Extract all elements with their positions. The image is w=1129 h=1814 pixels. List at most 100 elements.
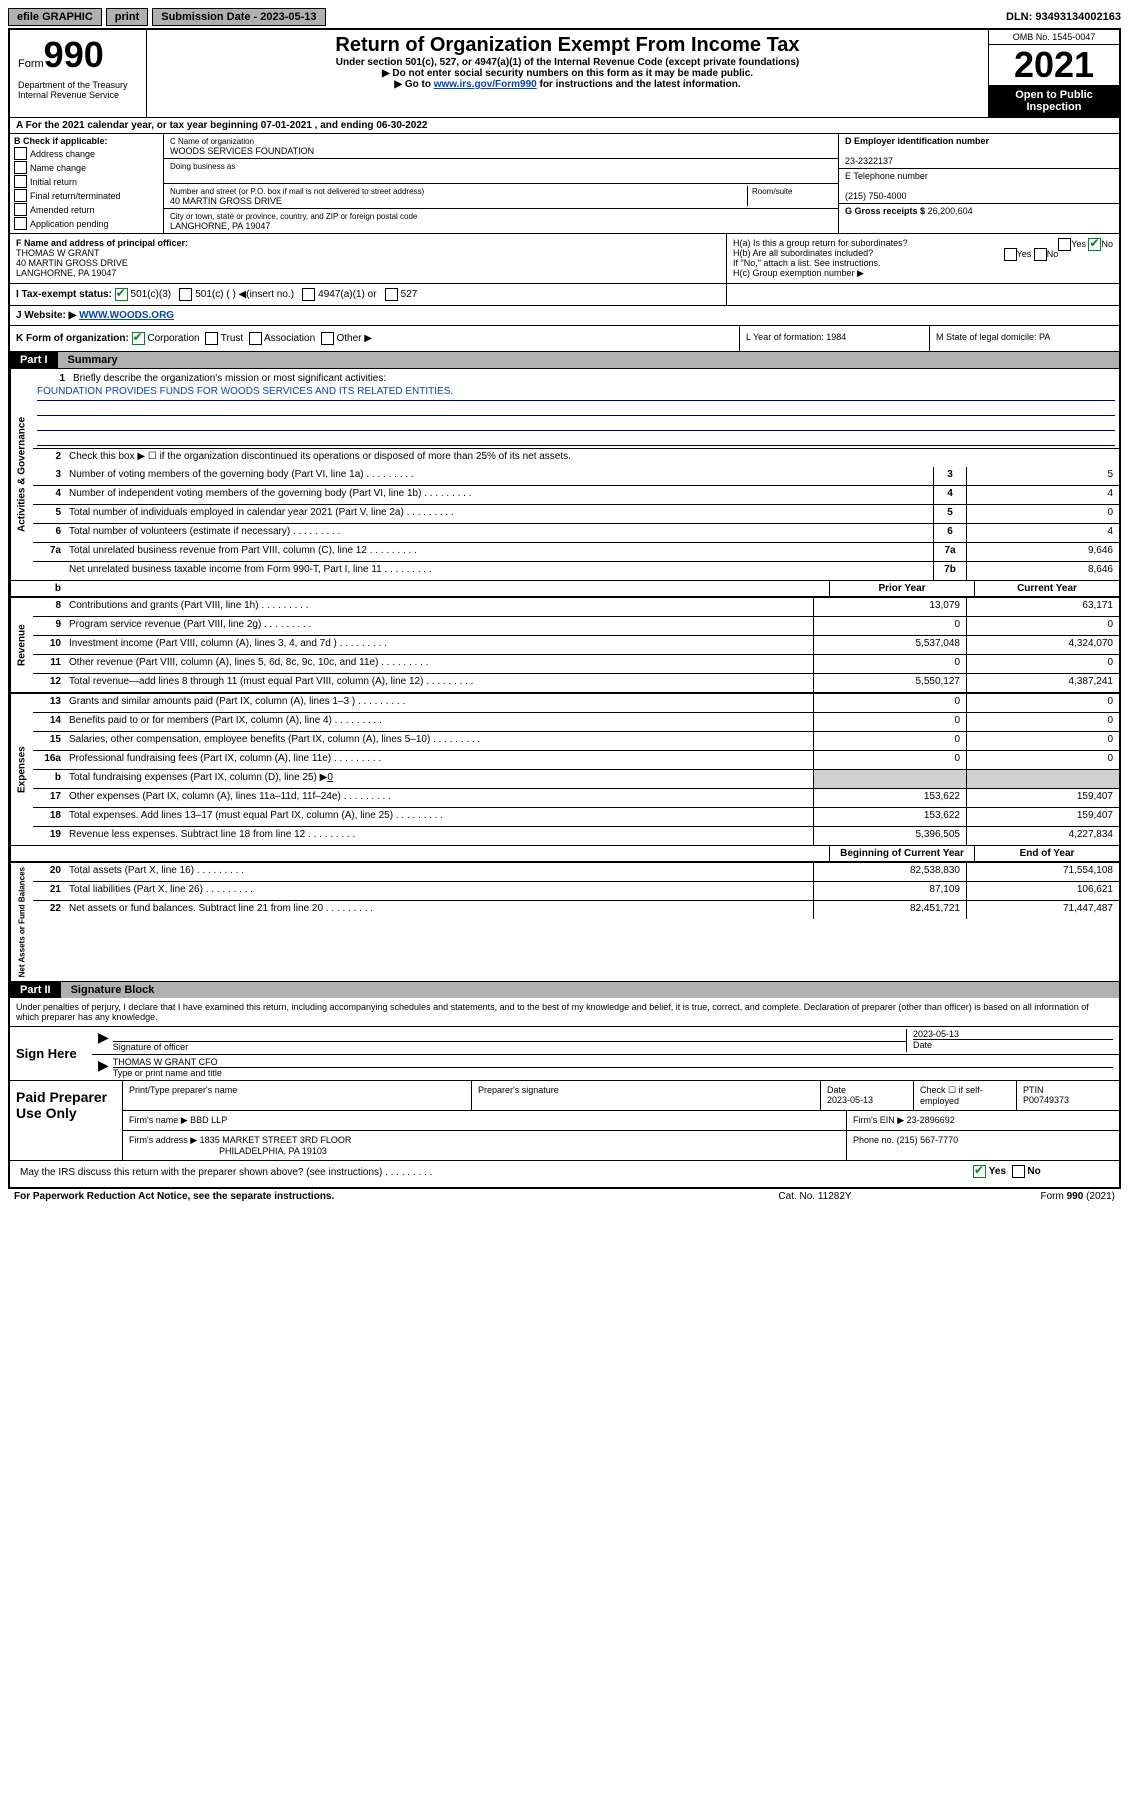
title-cell: Return of Organization Exempt From Incom… [147, 30, 989, 117]
may-discuss-line: May the IRS discuss this return with the… [10, 1161, 1119, 1187]
table-row: 8 Contributions and grants (Part VIII, l… [33, 598, 1119, 617]
ruled-line [37, 401, 1115, 416]
table-row: 14 Benefits paid to or for members (Part… [33, 713, 1119, 732]
checkbox-icon[interactable] [132, 332, 145, 345]
table-row: 13 Grants and similar amounts paid (Part… [33, 694, 1119, 713]
checkbox-icon[interactable] [249, 332, 262, 345]
checkbox-icon[interactable] [179, 288, 192, 301]
h-column: H(a) Is this a group return for subordin… [727, 234, 1119, 283]
b-item: Initial return [14, 175, 159, 188]
part2-title: Signature Block [61, 982, 1119, 998]
checkbox-icon[interactable] [115, 288, 128, 301]
checkbox-icon[interactable] [14, 147, 27, 160]
topbar: efile GRAPHIC print Submission Date - 20… [8, 8, 1121, 26]
part1-title: Summary [58, 352, 1119, 368]
d-tel: E Telephone number(215) 750-4000 [839, 169, 1119, 204]
prior-current-header: b Prior Year Current Year [10, 581, 1119, 597]
prior-year-header: Prior Year [829, 581, 974, 596]
firm-name-line: Firm's name ▶ BBD LLP Firm's EIN ▶ 23-28… [123, 1111, 1119, 1131]
checkbox-icon[interactable] [14, 161, 27, 174]
f-column: F Name and address of principal officer:… [10, 234, 727, 283]
end-year-header: End of Year [974, 846, 1119, 861]
begin-end-header: Beginning of Current Year End of Year [10, 846, 1119, 862]
checkbox-icon[interactable] [14, 189, 27, 202]
table-row: 17 Other expenses (Part IX, column (A), … [33, 789, 1119, 808]
submission-date-label: Submission Date - 2023-05-13 [152, 8, 325, 26]
row-fh: F Name and address of principal officer:… [10, 234, 1119, 284]
checkbox-icon[interactable] [973, 1165, 986, 1178]
checkbox-icon[interactable] [321, 332, 334, 345]
checkbox-icon[interactable] [1004, 248, 1017, 261]
checkbox-icon[interactable] [14, 175, 27, 188]
arrow-icon: ▶ [98, 1029, 109, 1052]
c-addr: Number and street (or P.O. box if mail i… [164, 184, 838, 209]
governance-side-label: Activities & Governance [10, 369, 33, 580]
tax-year: 2021 [989, 45, 1119, 85]
d-ein: D Employer identification number23-23221… [839, 134, 1119, 169]
header-row: Form990 Department of the Treasury Inter… [10, 30, 1119, 118]
checkbox-icon[interactable] [205, 332, 218, 345]
table-row: 7a Total unrelated business revenue from… [33, 543, 1119, 562]
part2-header: Part II Signature Block [10, 982, 1119, 998]
checkbox-icon[interactable] [385, 288, 398, 301]
paid-preparer-row: Paid Preparer Use Only Print/Type prepar… [10, 1081, 1119, 1161]
h-b: H(b) Are all subordinates included? Yes … [733, 248, 1113, 258]
b-item: Application pending [14, 217, 159, 230]
line-16b: b Total fundraising expenses (Part IX, c… [33, 770, 1119, 789]
instruction-2: ▶ Go to www.irs.gov/Form990 for instruct… [155, 79, 980, 90]
checkbox-icon[interactable] [14, 203, 27, 216]
governance-section: Activities & Governance 1Briefly describ… [10, 368, 1119, 581]
instructions-link[interactable]: www.irs.gov/Form990 [434, 79, 537, 90]
arrow-icon: ▶ [98, 1057, 109, 1078]
row-k: K Form of organization: Corporation Trus… [10, 326, 1119, 352]
checkbox-icon[interactable] [1058, 238, 1071, 251]
sign-here-row: Sign Here ▶ Signature of officer 2023-05… [10, 1027, 1119, 1081]
form-container: Form990 Department of the Treasury Inter… [8, 28, 1121, 1189]
i-left: I Tax-exempt status: 501(c)(3) 501(c) ( … [10, 284, 727, 305]
b-column: B Check if applicable: Address change Na… [10, 134, 164, 233]
year-cell: OMB No. 1545-0047 2021 Open to Public In… [989, 30, 1119, 117]
instruction-1: ▶ Do not enter social security numbers o… [155, 68, 980, 79]
d-column: D Employer identification number23-23221… [839, 134, 1119, 233]
table-row: Net unrelated business taxable income fr… [33, 562, 1119, 580]
part2-tab: Part II [10, 982, 61, 998]
name-line: ▶ THOMAS W GRANT CFOType or print name a… [92, 1055, 1119, 1080]
footer-right: Form 990 (2021) [915, 1191, 1115, 1202]
row-i: I Tax-exempt status: 501(c)(3) 501(c) ( … [10, 284, 1119, 306]
ruled-line [37, 416, 1115, 431]
website-link[interactable]: WWW.WOODS.ORG [79, 310, 174, 321]
print-button[interactable]: print [106, 8, 148, 26]
sign-here-label: Sign Here [10, 1027, 92, 1080]
b-item: Address change [14, 147, 159, 160]
checkbox-icon[interactable] [1088, 238, 1101, 251]
table-row: 22 Net assets or fund balances. Subtract… [33, 901, 1119, 919]
paid-header-line: Print/Type preparer's name Preparer's si… [123, 1081, 1119, 1111]
revenue-section: Revenue 8 Contributions and grants (Part… [10, 597, 1119, 693]
shaded-cell [966, 770, 1119, 788]
efile-button[interactable]: efile GRAPHIC [8, 8, 102, 26]
b-item: Amended return [14, 203, 159, 216]
table-row: 19 Revenue less expenses. Subtract line … [33, 827, 1119, 845]
net-assets-section: Net Assets or Fund Balances 20 Total ass… [10, 862, 1119, 982]
footer: For Paperwork Reduction Act Notice, see … [8, 1189, 1121, 1204]
checkbox-icon[interactable] [1012, 1165, 1025, 1178]
table-row: 10 Investment income (Part VIII, column … [33, 636, 1119, 655]
table-row: 20 Total assets (Part X, line 16) 82,538… [33, 863, 1119, 882]
form-label: Form [18, 58, 44, 70]
part1-header: Part I Summary [10, 352, 1119, 368]
checkbox-icon[interactable] [302, 288, 315, 301]
i-right [727, 284, 1119, 305]
table-row: 5 Total number of individuals employed i… [33, 505, 1119, 524]
expenses-section: Expenses 13 Grants and similar amounts p… [10, 693, 1119, 846]
revenue-side-label: Revenue [10, 598, 33, 692]
expenses-side-label: Expenses [10, 694, 33, 845]
checkbox-icon[interactable] [1034, 248, 1047, 261]
firm-addr-line: Firm's address ▶ 1835 MARKET STREET 3RD … [123, 1131, 1119, 1160]
c-column: C Name of organizationWOODS SERVICES FOU… [164, 134, 839, 233]
section-bc: B Check if applicable: Address change Na… [10, 134, 1119, 234]
table-row: 12 Total revenue—add lines 8 through 11 … [33, 674, 1119, 692]
k-left: K Form of organization: Corporation Trus… [10, 326, 739, 351]
h-c: H(c) Group exemption number ▶ [733, 268, 1113, 279]
checkbox-icon[interactable] [14, 217, 27, 230]
shaded-cell [813, 770, 966, 788]
